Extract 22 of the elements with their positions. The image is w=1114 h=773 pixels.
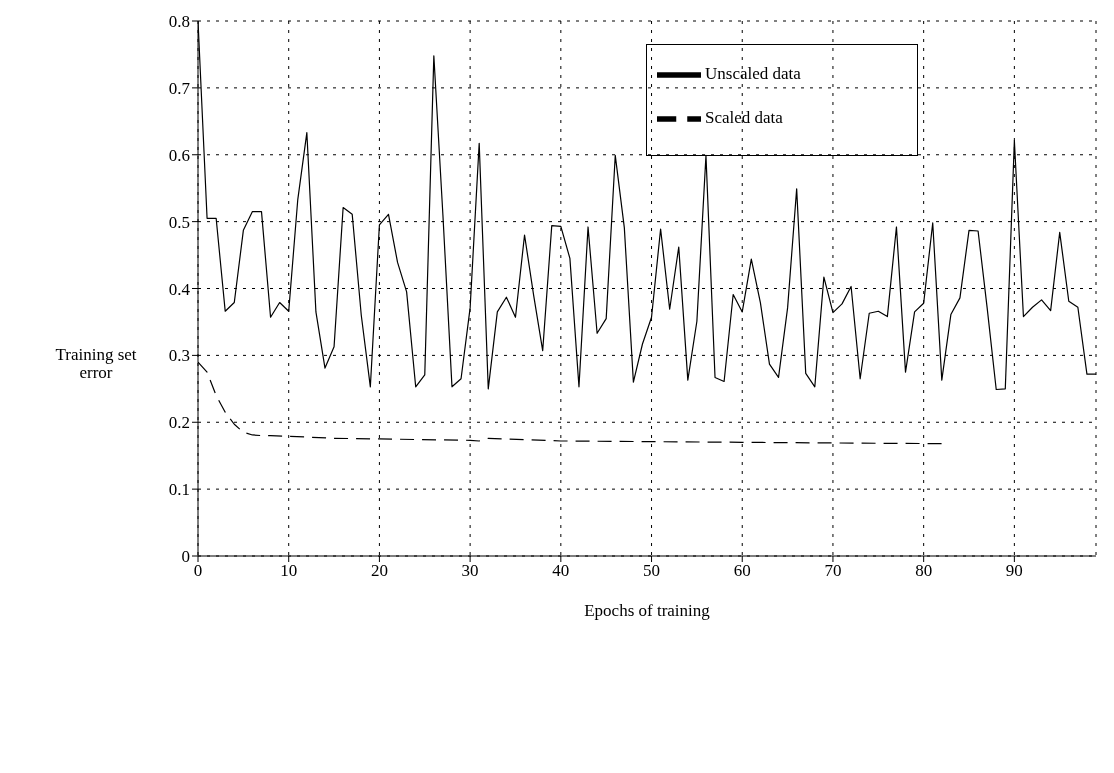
x-tick-label: 50 [643, 561, 661, 581]
x-tick-label: 20 [370, 561, 388, 581]
x-tick-label: 30 [461, 561, 479, 581]
y-tick-label: 0.1 [168, 480, 190, 500]
x-tick-label: 80 [915, 561, 933, 581]
y-tick-label: 0.4 [168, 279, 191, 299]
y-tick-label: 0.2 [168, 413, 190, 433]
legend-label: Unscaled data [705, 63, 801, 83]
y-tick-label: 0.3 [168, 346, 190, 366]
x-tick-label: 90 [1005, 561, 1023, 581]
legend-label: Scaled data [705, 107, 783, 127]
x-tick-label: 70 [824, 561, 842, 581]
y-axis-title: Training set error [54, 345, 138, 382]
x-tick-label: 60 [733, 561, 751, 581]
y-tick-label: 0.6 [168, 145, 190, 165]
x-axis-title: Epochs of training [584, 601, 711, 620]
x-tick-label: 10 [280, 561, 298, 581]
y-tick-label: 0.5 [168, 212, 190, 232]
y-tick-label: 0.7 [168, 78, 191, 98]
y-tick-label: 0 [181, 547, 190, 567]
y-tick-label: 0.8 [168, 12, 190, 32]
x-tick-label: 40 [552, 561, 570, 581]
